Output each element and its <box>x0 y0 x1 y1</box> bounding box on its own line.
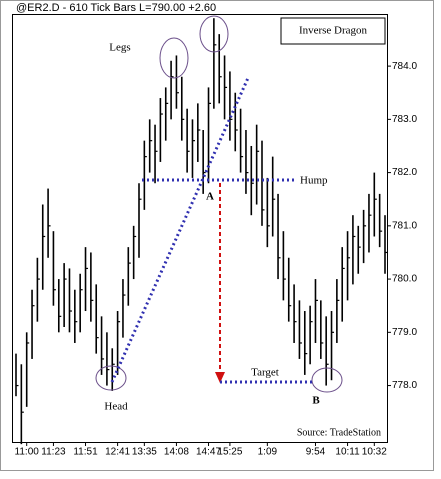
x-tick-label: 11:51 <box>73 447 98 458</box>
x-tick-label: 13:35 <box>132 447 157 458</box>
y-tick-label: 782.0 <box>392 167 417 178</box>
x-tick-label: 14:08 <box>164 447 189 458</box>
bars <box>15 18 388 445</box>
x-tick-label: 10:32 <box>362 447 387 458</box>
annotations <box>95 15 343 393</box>
chart-title: @ER2.D - 610 Tick Bars L=790.00 +2.60 <box>16 2 216 14</box>
annotation: Head <box>104 401 128 413</box>
legend-text: Inverse Dragon <box>299 25 368 37</box>
legend-box <box>280 17 386 45</box>
annotation: Hump <box>300 175 328 187</box>
x-tick-label: 15:25 <box>217 447 242 458</box>
x-tick-label: 9:54 <box>306 447 326 458</box>
circle <box>159 37 189 79</box>
frame <box>0 0 434 471</box>
y-tick-label: 778.0 <box>392 380 417 391</box>
annotation: B <box>312 395 320 407</box>
circle <box>311 367 343 393</box>
annotation: Legs <box>109 42 130 54</box>
x-tick-label: 1:09 <box>258 447 278 458</box>
x-tick-label: 11:00 <box>15 447 40 458</box>
y-tick-label: 780.0 <box>392 274 417 285</box>
x-tick-label: 10:11 <box>335 447 360 458</box>
arrow-head <box>215 372 225 383</box>
circle <box>199 15 229 53</box>
annotation: A <box>206 191 214 203</box>
annotation: Target <box>251 367 279 379</box>
y-tick-label: 779.0 <box>392 327 417 338</box>
y-tick-label: 781.0 <box>392 220 417 231</box>
x-tick-label: 12:41 <box>105 447 130 458</box>
trend-line <box>110 77 250 383</box>
circle <box>95 365 127 391</box>
y-tick-label: 783.0 <box>392 114 417 125</box>
source: Source: TradeStation <box>297 427 381 438</box>
x-tick-label: 14:47 <box>196 447 221 458</box>
x-tick-label: 11:23 <box>41 447 66 458</box>
y-tick-label: 784.0 <box>392 61 417 72</box>
plot-area <box>12 14 388 443</box>
